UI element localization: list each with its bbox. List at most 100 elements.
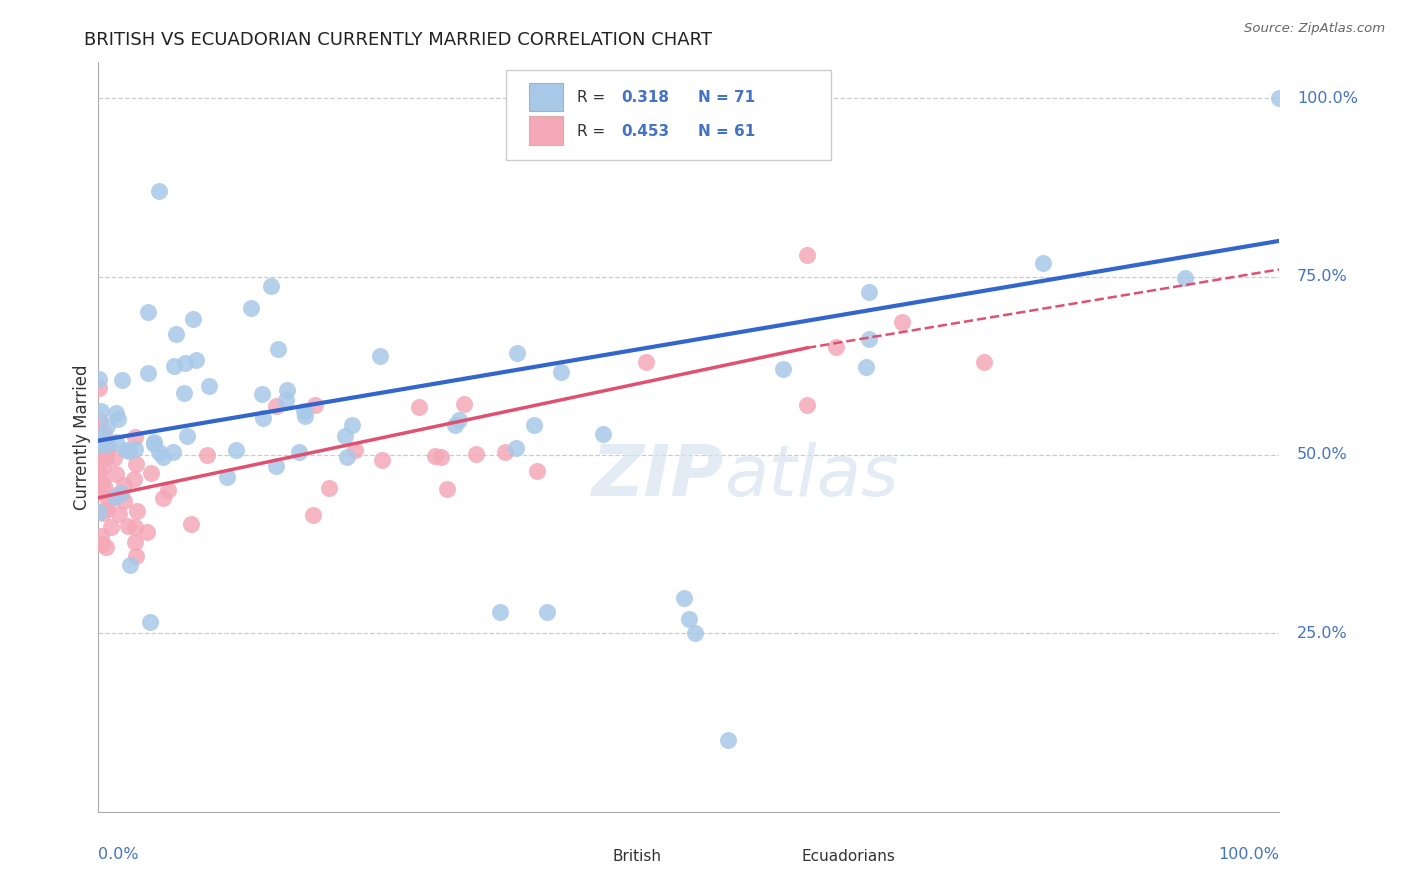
Point: [104, 406, 127, 420]
Point: [105, 467, 128, 481]
Point: [430, 450, 453, 464]
Point: [93, 443, 115, 458]
Point: [142, 434, 165, 449]
Point: [97, 494, 120, 508]
Point: [117, 444, 139, 458]
Point: [1268, 91, 1291, 105]
Y-axis label: Currently Married: Currently Married: [73, 364, 91, 510]
Point: [250, 386, 273, 401]
Point: [443, 417, 465, 432]
Point: [87, 437, 110, 451]
Point: [523, 418, 546, 433]
Point: [678, 612, 700, 626]
Point: [198, 378, 221, 392]
Point: [335, 429, 357, 443]
Point: [125, 549, 148, 564]
Point: [672, 591, 695, 605]
Point: [186, 353, 208, 368]
FancyBboxPatch shape: [759, 846, 793, 868]
Point: [96, 418, 118, 433]
Point: [796, 398, 818, 412]
Point: [506, 345, 529, 359]
Point: [94, 450, 117, 465]
Point: [176, 429, 198, 443]
Text: British: British: [612, 849, 661, 864]
Point: [550, 365, 572, 379]
Point: [112, 478, 135, 492]
Point: [449, 413, 471, 427]
Point: [96, 502, 118, 516]
Text: BRITISH VS ECUADORIAN CURRENTLY MARRIED CORRELATION CHART: BRITISH VS ECUADORIAN CURRENTLY MARRIED …: [84, 31, 713, 49]
Point: [143, 437, 166, 451]
Point: [89, 485, 111, 500]
Text: R =: R =: [576, 124, 610, 139]
Point: [180, 516, 202, 531]
Point: [174, 356, 197, 370]
Point: [453, 397, 475, 411]
Text: 0.453: 0.453: [621, 124, 669, 139]
Point: [772, 361, 794, 376]
Point: [489, 605, 512, 619]
Point: [104, 488, 127, 502]
Point: [336, 450, 359, 464]
Point: [124, 535, 146, 549]
Point: [148, 184, 170, 198]
Point: [91, 536, 114, 550]
Point: [93, 479, 115, 493]
Point: [108, 507, 131, 521]
Text: 75.0%: 75.0%: [1298, 269, 1348, 284]
Point: [139, 615, 162, 629]
Point: [162, 445, 184, 459]
Point: [111, 373, 134, 387]
Point: [110, 486, 132, 500]
Point: [162, 359, 184, 373]
Point: [122, 472, 145, 486]
Point: [304, 398, 326, 412]
Point: [138, 305, 160, 319]
Point: [96, 438, 118, 452]
Point: [135, 524, 157, 539]
Point: [93, 425, 115, 440]
Point: [181, 312, 204, 326]
FancyBboxPatch shape: [571, 846, 605, 868]
Point: [225, 443, 247, 458]
Text: Ecuadorians: Ecuadorians: [801, 849, 896, 864]
Point: [91, 507, 114, 521]
Point: [825, 340, 848, 354]
Text: 100.0%: 100.0%: [1219, 847, 1279, 863]
Point: [112, 493, 135, 508]
Point: [91, 475, 114, 489]
Point: [90, 404, 112, 418]
Point: [124, 442, 146, 457]
Text: atlas: atlas: [724, 442, 898, 511]
Point: [166, 326, 188, 341]
Point: [287, 444, 309, 458]
Point: [264, 399, 287, 413]
Point: [117, 519, 139, 533]
Point: [266, 343, 288, 357]
Point: [148, 445, 170, 459]
Text: R =: R =: [576, 90, 610, 105]
Point: [264, 459, 287, 474]
Text: 100.0%: 100.0%: [1298, 91, 1358, 105]
Point: [90, 528, 112, 542]
Text: N = 61: N = 61: [699, 124, 755, 139]
Point: [318, 481, 340, 495]
Point: [858, 332, 880, 346]
Point: [97, 438, 120, 452]
Point: [276, 383, 298, 397]
Point: [104, 490, 127, 504]
Point: [436, 483, 458, 497]
FancyBboxPatch shape: [506, 70, 831, 160]
Point: [505, 441, 527, 455]
Point: [217, 470, 239, 484]
Point: [141, 466, 163, 480]
Point: [858, 285, 880, 300]
Text: 50.0%: 50.0%: [1298, 448, 1348, 462]
Point: [107, 412, 129, 426]
Point: [87, 466, 110, 480]
Point: [89, 478, 111, 492]
Point: [173, 386, 195, 401]
Point: [494, 445, 516, 459]
Point: [408, 400, 430, 414]
